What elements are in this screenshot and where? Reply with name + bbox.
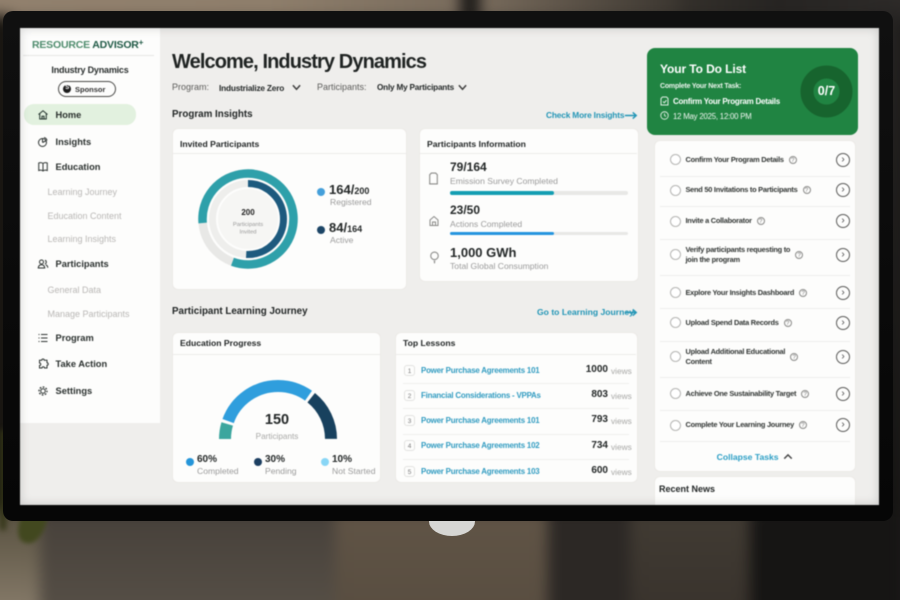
svg-text:200: 200 xyxy=(241,208,255,217)
svg-text:Participants: Participants xyxy=(233,222,263,228)
svg-text:Invited: Invited xyxy=(239,230,256,236)
